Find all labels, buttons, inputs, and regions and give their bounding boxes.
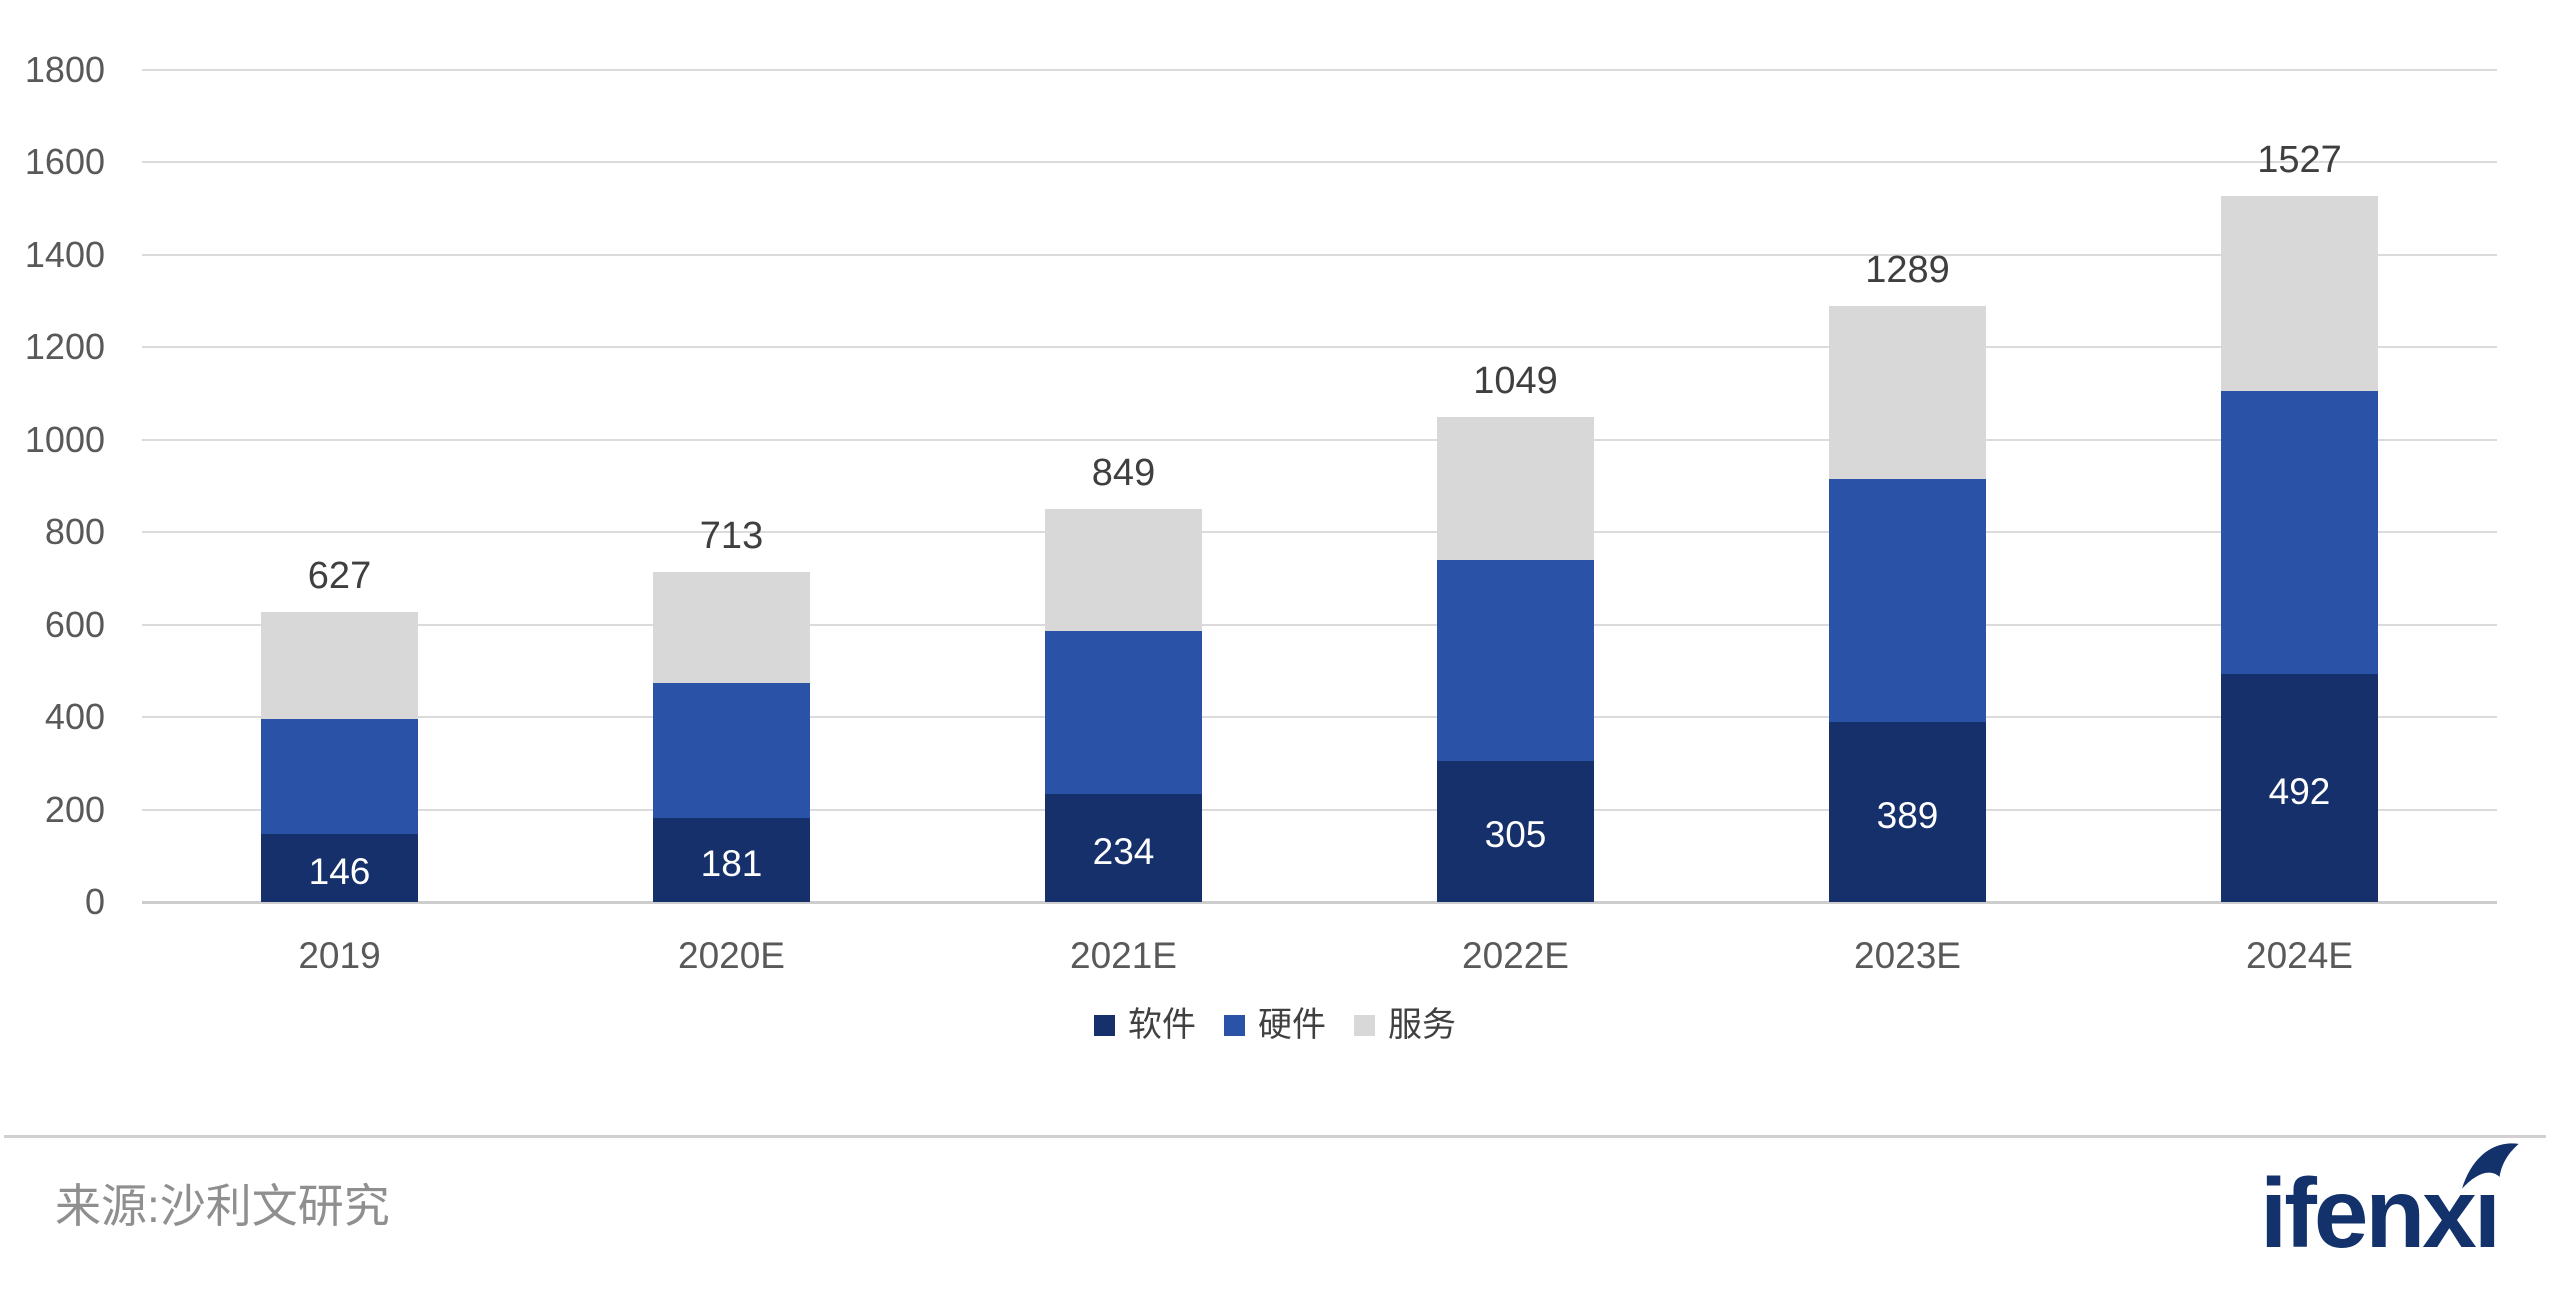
y-axis-tick-label: 1600	[24, 141, 105, 182]
bar-segment-software-2020E	[653, 818, 810, 902]
x-axis-tick-label: 2024E	[2246, 935, 2353, 976]
bar-total-label: 713	[699, 515, 764, 558]
legend-item-software: 软件	[1094, 1006, 1196, 1044]
y-axis-tick-label: 1400	[24, 233, 105, 275]
gridline	[142, 68, 2497, 71]
x-axis-tick-label: 2023E	[1854, 935, 1961, 976]
bar-total-label: 627	[307, 555, 372, 597]
legend-swatch-software	[1094, 1014, 1115, 1036]
bar-segment-services-2020E	[653, 572, 810, 683]
bar-segment-software-2024E	[2221, 674, 2378, 902]
bar-segment-services-2023E	[1829, 305, 1986, 479]
bar-segment-software-2022E	[1437, 760, 1594, 902]
bar-segment-services-2019	[261, 612, 418, 719]
legend-item-hardware: 硬件	[1224, 1006, 1326, 1044]
bar-segment-hardware-2022E	[1437, 560, 1594, 761]
bar-total-label: 1049	[1473, 359, 1558, 402]
y-axis-tick-label: 200	[44, 788, 105, 830]
logo-arrow-icon	[2462, 1143, 2519, 1189]
segment-value-label: 389	[1876, 795, 1939, 837]
bar-segment-hardware-2021E	[1045, 630, 1202, 794]
gridline	[142, 716, 2497, 718]
bar-total-label: 1289	[1865, 248, 1950, 291]
legend-label-software: 软件	[1128, 1006, 1196, 1044]
bar-segment-hardware-2023E	[1829, 478, 1986, 723]
x-axis-tick-label: 2019	[298, 935, 381, 976]
gridline	[142, 623, 2497, 626]
bar-segment-services-2022E	[1437, 416, 1594, 561]
gridline	[142, 346, 2497, 348]
source-caption: 来源:沙利文研究	[55, 1180, 390, 1232]
segment-value-label: 181	[700, 843, 763, 885]
bar-total-label: 1527	[2257, 138, 2342, 181]
legend-swatch-hardware	[1224, 1014, 1245, 1036]
y-axis-tick-label: 0	[84, 881, 105, 922]
segment-value-label: 146	[308, 851, 371, 893]
bar-segment-software-2019	[261, 834, 418, 902]
y-axis-tick-label: 1200	[24, 326, 105, 367]
bar-segment-services-2021E	[1045, 509, 1202, 631]
bar-segment-hardware-2020E	[653, 682, 810, 819]
segment-value-label: 234	[1092, 830, 1155, 872]
x-axis-tick-label: 2021E	[1070, 935, 1177, 976]
gridline	[142, 161, 2497, 163]
y-axis-tick-label: 800	[44, 511, 105, 552]
logo-text-main: ifenx	[2260, 1158, 2477, 1268]
legend-label-hardware: 硬件	[1258, 1006, 1326, 1044]
y-axis-tick-label: 1000	[24, 418, 105, 460]
y-axis-tick-label: 1800	[24, 48, 105, 90]
gridline	[142, 808, 2497, 811]
legend-item-services: 服务	[1354, 1006, 1456, 1044]
x-axis-tick-label: 2020E	[678, 935, 785, 976]
legend-swatch-services	[1354, 1014, 1375, 1036]
legend: 软件 硬件 服务	[0, 1006, 2550, 1044]
bar-total-label: 849	[1091, 452, 1156, 495]
legend-label-services: 服务	[1388, 1006, 1456, 1044]
y-axis-tick-label: 600	[44, 603, 105, 645]
bar-segment-services-2024E	[2221, 195, 2378, 392]
bar-segment-hardware-2019	[261, 718, 418, 835]
gridline	[142, 253, 2497, 256]
bar-segment-hardware-2024E	[2221, 391, 2378, 675]
y-axis-tick-label: 400	[44, 696, 105, 737]
x-axis-tick-label: 2022E	[1462, 935, 1569, 976]
logo-final-letter: ı	[2462, 1143, 2519, 1268]
segment-value-label: 492	[2268, 771, 2331, 813]
bar-segment-software-2023E	[1829, 722, 1986, 902]
ifenxi-logo: ifenx ı	[2260, 1143, 2519, 1268]
x-axis-line	[142, 901, 2497, 904]
gridline	[142, 438, 2497, 441]
bar-segment-software-2021E	[1045, 793, 1202, 902]
footer-divider	[4, 1135, 2546, 1138]
segment-value-label: 305	[1484, 814, 1547, 856]
gridline	[142, 531, 2497, 533]
